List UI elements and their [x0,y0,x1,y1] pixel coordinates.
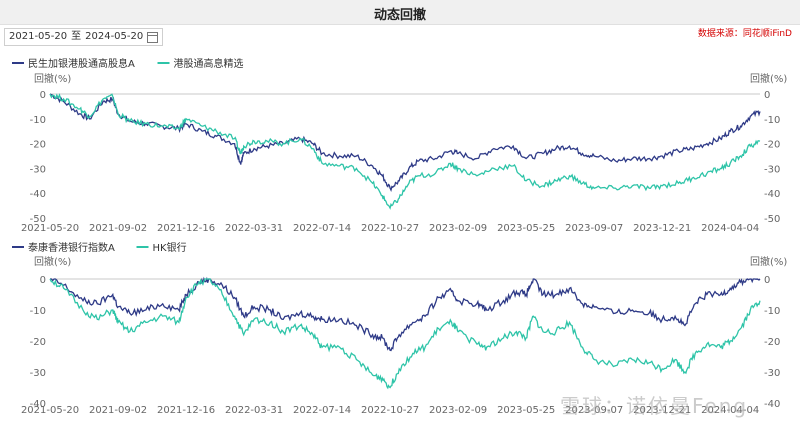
x-tick-1-8: 2023-09-07 [565,405,623,416]
legend-label-1-1: HK银行 [153,241,187,254]
x-tick-1-3: 2022-03-31 [225,405,283,416]
x-tick-1-10: 2024-04-04 [701,405,759,416]
y-axis-label-right-1: 回撤(%) [750,255,787,268]
y-tick-right-1--20: -20 [764,337,780,348]
y-tick-left-0-0: 0 [40,90,46,101]
end-date[interactable]: 2024-05-20 [85,31,144,42]
x-tick-0-7: 2023-05-25 [497,223,555,234]
y-tick-left-0--30: -30 [30,164,46,175]
data-source: 数据来源：同花顺iFinD [697,29,792,39]
x-tick-0-1: 2021-09-02 [89,223,147,234]
y-tick-right-0--50: -50 [764,214,780,225]
series-line-0-1 [49,93,761,210]
x-tick-1-9: 2023-12-21 [633,405,691,416]
x-tick-1-7: 2023-05-25 [497,405,555,416]
y-tick-right-1--10: -10 [764,306,780,317]
x-tick-1-2: 2021-12-16 [157,405,215,416]
series-line-1-1 [49,278,761,390]
x-tick-0-5: 2022-10-27 [361,223,419,234]
legend-label-1-0: 泰康香港银行指数A [28,241,115,254]
x-tick-0-0: 2021-05-20 [21,223,79,234]
date-separator: 至 [71,31,82,42]
y-tick-right-0--30: -30 [764,164,780,175]
x-tick-0-8: 2023-09-07 [565,223,623,234]
y-axis-label-right-0: 回撤(%) [750,72,787,85]
y-tick-right-1--30: -30 [764,368,780,379]
y-axis-label-left-0: 回撤(%) [34,72,71,85]
start-date[interactable]: 2021-05-20 [9,31,68,42]
legend-label-0-1: 港股通高息精选 [174,57,244,70]
y-tick-left-1-0: 0 [40,275,46,286]
x-tick-1-1: 2021-09-02 [89,405,147,416]
y-axis-label-left-1: 回撤(%) [34,255,71,268]
x-tick-0-9: 2023-12-21 [633,223,691,234]
y-tick-right-0--10: -10 [764,115,780,126]
x-tick-0-10: 2024-04-04 [701,223,759,234]
y-tick-right-1-0: 0 [764,275,770,286]
legend-label-0-0: 民生加银港股通高股息A [28,57,135,70]
x-tick-1-5: 2022-10-27 [361,405,419,416]
y-tick-right-1--40: -40 [764,399,780,410]
y-tick-left-0--20: -20 [30,140,46,151]
x-tick-0-2: 2021-12-16 [157,223,215,234]
x-tick-0-6: 2023-02-09 [429,223,487,234]
y-tick-left-0--40: -40 [30,189,46,200]
y-tick-left-1--40: -40 [30,399,46,410]
y-tick-left-0--10: -10 [30,115,46,126]
y-tick-left-0--50: -50 [30,214,46,225]
calendar-icon[interactable] [147,31,159,43]
x-tick-1-6: 2023-02-09 [429,405,487,416]
series-line-0-0 [49,93,761,193]
series-line-1-0 [50,276,761,352]
date-range-picker[interactable]: 2021-05-20 至 2024-05-20 [4,28,164,46]
x-tick-0-3: 2022-03-31 [225,223,283,234]
x-tick-1-4: 2022-07-14 [293,405,351,416]
title-bar: 动态回撤 [0,0,800,25]
y-tick-right-0--20: -20 [764,140,780,151]
x-tick-1-0: 2021-05-20 [21,405,79,416]
y-tick-right-0--40: -40 [764,189,780,200]
x-tick-0-4: 2022-07-14 [293,223,351,234]
watermark: 雪球：诺依曼Feng [560,394,749,418]
y-tick-left-1--20: -20 [30,337,46,348]
page-title: 动态回撤 [373,8,426,23]
y-tick-right-0-0: 0 [764,90,770,101]
y-tick-left-1--10: -10 [30,306,46,317]
y-tick-left-1--30: -30 [30,368,46,379]
